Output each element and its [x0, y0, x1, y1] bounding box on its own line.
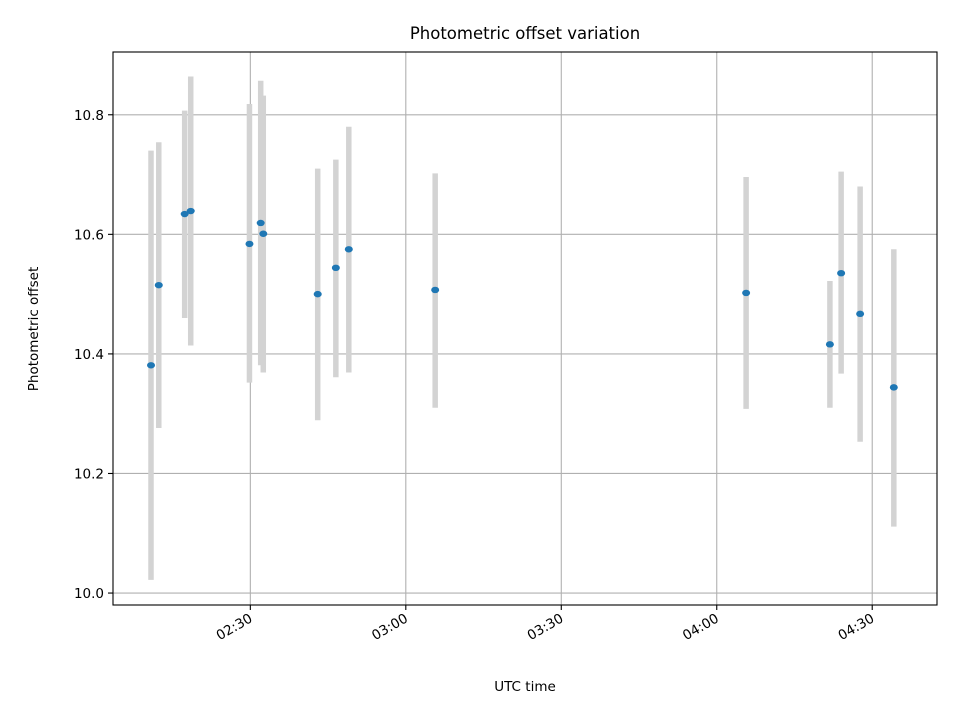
- plot-frame: [112, 51, 938, 606]
- data-point: [331, 264, 340, 272]
- y-tick-label: 10.4: [74, 347, 104, 363]
- y-tick-label: 10.6: [74, 227, 104, 243]
- plot-area-background: [113, 52, 937, 605]
- data-point: [431, 286, 440, 294]
- data-point: [147, 362, 156, 369]
- data-point: [889, 384, 898, 391]
- data-point: [856, 310, 865, 318]
- data-point: [313, 290, 322, 298]
- data-point: [825, 341, 834, 348]
- data-point: [186, 207, 195, 215]
- data-points: [147, 207, 898, 391]
- data-point: [180, 210, 189, 218]
- data-point: [837, 270, 846, 277]
- chart-title: Photometric offset variation: [410, 24, 640, 43]
- data-point: [344, 246, 353, 253]
- y-tick-label: 10.8: [74, 108, 104, 124]
- data-point: [154, 281, 163, 289]
- data-point: [742, 289, 751, 297]
- x-axis-label: UTC time: [494, 679, 556, 695]
- data-point: [256, 219, 265, 227]
- y-tick-label: 10.2: [74, 466, 104, 482]
- data-point: [259, 230, 268, 237]
- y-axis-label: Photometric offset: [26, 267, 42, 391]
- data-point: [245, 240, 254, 248]
- y-tick-label: 10.0: [74, 586, 104, 602]
